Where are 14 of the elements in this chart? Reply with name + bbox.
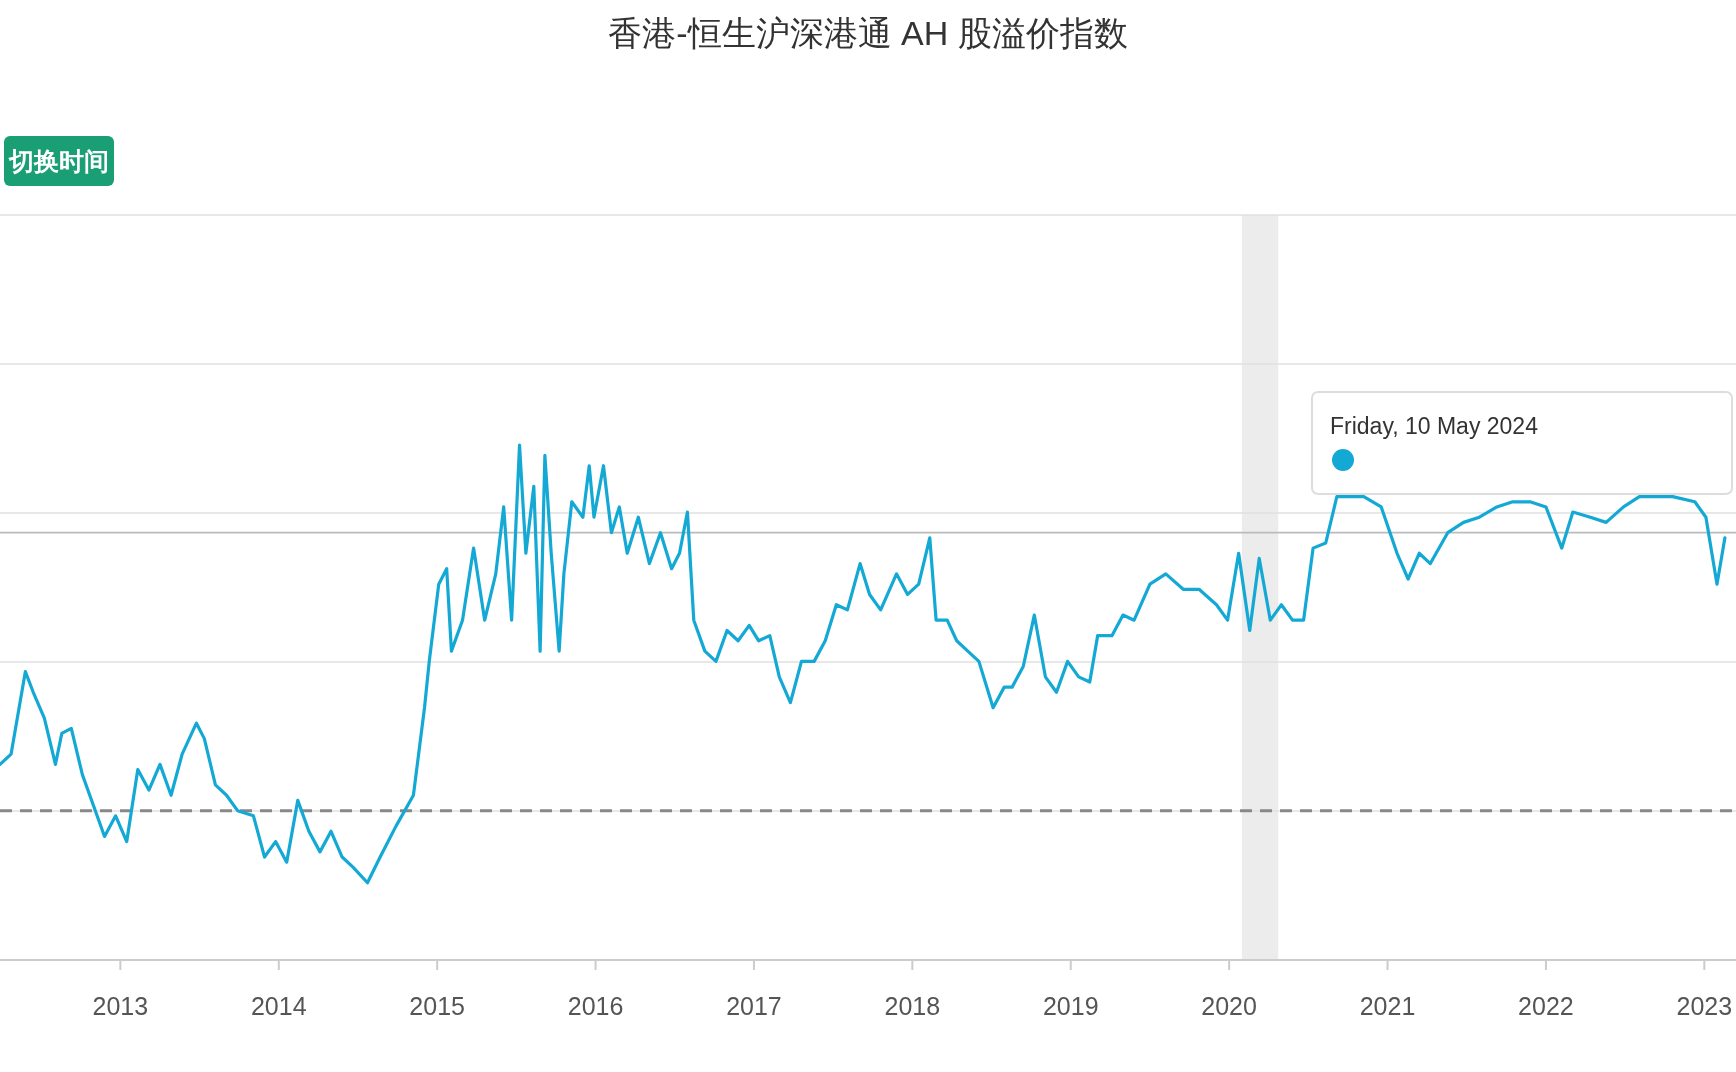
x-tick-label: 2014 [250, 992, 307, 1020]
chart-title: 香港-恒生沪深港通 AH 股溢价指数 [608, 14, 1128, 52]
x-tick-label: 2023 [1676, 992, 1733, 1020]
x-tick-label: 2013 [92, 992, 149, 1020]
x-tick-label: 2018 [884, 992, 941, 1020]
button: 切换时间 [4, 136, 114, 186]
x-tick-label: 2017 [726, 992, 782, 1020]
x-tick-label: 2020 [1201, 992, 1257, 1020]
x-tick-label: 2015 [409, 992, 465, 1020]
tooltip: Friday, 10 May 2024 [1311, 391, 1733, 495]
x-tick-label: 2022 [1518, 992, 1574, 1020]
x-tick-label: 2021 [1359, 992, 1416, 1020]
x-tick-label: 2016 [567, 992, 624, 1020]
x-tick-label: 2019 [1042, 992, 1099, 1020]
